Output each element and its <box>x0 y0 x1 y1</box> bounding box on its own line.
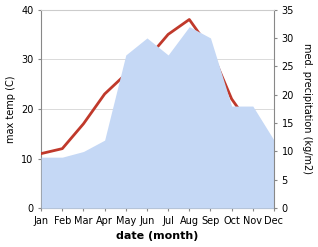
Y-axis label: max temp (C): max temp (C) <box>5 75 16 143</box>
Y-axis label: med. precipitation (kg/m2): med. precipitation (kg/m2) <box>302 43 313 174</box>
X-axis label: date (month): date (month) <box>116 231 199 242</box>
